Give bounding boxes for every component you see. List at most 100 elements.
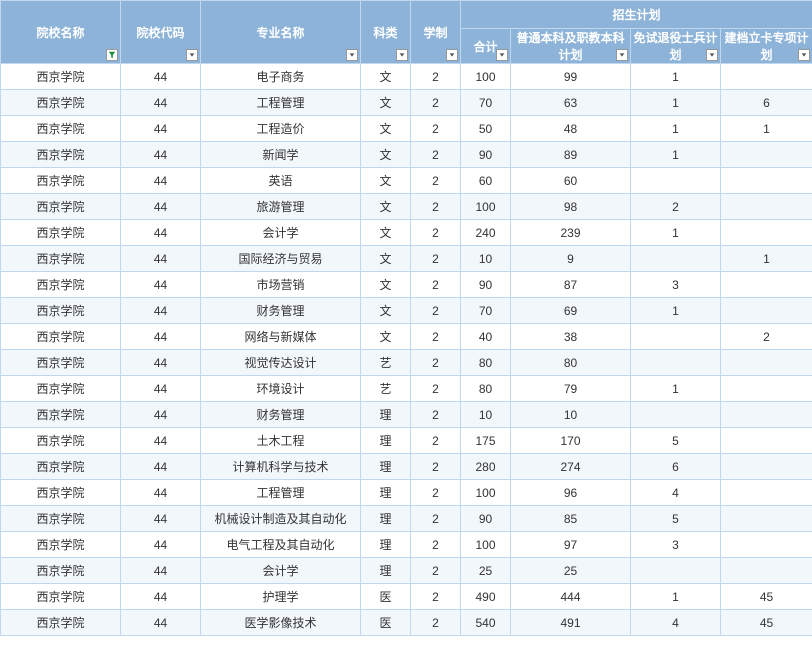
- filter-code-icon[interactable]: [186, 49, 198, 61]
- cell-subject: 文: [361, 142, 411, 168]
- cell-subject: 文: [361, 90, 411, 116]
- cell-code: 44: [121, 64, 201, 90]
- cell-duration: 2: [411, 480, 461, 506]
- cell-major: 新闻学: [201, 142, 361, 168]
- filter-poverty-icon[interactable]: [798, 49, 810, 61]
- cell-code: 44: [121, 116, 201, 142]
- table-row: 西京学院44旅游管理文2100982: [1, 194, 812, 220]
- cell-subject: 文: [361, 246, 411, 272]
- cell-poverty: [721, 506, 812, 532]
- cell-total: 80: [461, 376, 511, 402]
- cell-school: 西京学院: [1, 558, 121, 584]
- filter-regular-icon[interactable]: [616, 49, 628, 61]
- cell-subject: 文: [361, 64, 411, 90]
- filter-duration-icon[interactable]: [446, 49, 458, 61]
- cell-veteran: 1: [631, 376, 721, 402]
- cell-poverty: [721, 428, 812, 454]
- cell-total: 280: [461, 454, 511, 480]
- cell-school: 西京学院: [1, 272, 121, 298]
- cell-regular: 98: [511, 194, 631, 220]
- cell-veteran: 4: [631, 480, 721, 506]
- cell-major: 市场营销: [201, 272, 361, 298]
- cell-veteran: [631, 402, 721, 428]
- cell-poverty: [721, 220, 812, 246]
- col-regular: 普通本科及职教本科计划: [511, 29, 631, 64]
- table-row: 西京学院44医学影像技术医2540491445: [1, 610, 812, 636]
- cell-subject: 文: [361, 194, 411, 220]
- cell-regular: 48: [511, 116, 631, 142]
- cell-duration: 2: [411, 272, 461, 298]
- cell-school: 西京学院: [1, 64, 121, 90]
- cell-total: 90: [461, 272, 511, 298]
- cell-total: 60: [461, 168, 511, 194]
- cell-regular: 491: [511, 610, 631, 636]
- cell-poverty: 1: [721, 116, 812, 142]
- table-row: 西京学院44计算机科学与技术理22802746: [1, 454, 812, 480]
- cell-subject: 文: [361, 272, 411, 298]
- cell-regular: 87: [511, 272, 631, 298]
- cell-major: 网络与新媒体: [201, 324, 361, 350]
- cell-regular: 274: [511, 454, 631, 480]
- cell-regular: 60: [511, 168, 631, 194]
- table-row: 西京学院44财务管理文270691: [1, 298, 812, 324]
- cell-duration: 2: [411, 558, 461, 584]
- cell-major: 财务管理: [201, 402, 361, 428]
- cell-school: 西京学院: [1, 168, 121, 194]
- filter-veteran-icon[interactable]: [706, 49, 718, 61]
- cell-veteran: [631, 168, 721, 194]
- cell-code: 44: [121, 90, 201, 116]
- cell-major: 环境设计: [201, 376, 361, 402]
- col-poverty: 建档立卡专项计划: [721, 29, 812, 64]
- cell-poverty: [721, 402, 812, 428]
- filter-subject-icon[interactable]: [396, 49, 408, 61]
- col-regular-label: 普通本科及职教本科计划: [516, 31, 624, 62]
- cell-veteran: 1: [631, 142, 721, 168]
- cell-subject: 艺: [361, 376, 411, 402]
- table-row: 西京学院44会计学文22402391: [1, 220, 812, 246]
- cell-major: 工程造价: [201, 116, 361, 142]
- cell-school: 西京学院: [1, 428, 121, 454]
- cell-poverty: [721, 64, 812, 90]
- cell-school: 西京学院: [1, 90, 121, 116]
- cell-duration: 2: [411, 168, 461, 194]
- cell-major: 护理学: [201, 584, 361, 610]
- cell-code: 44: [121, 376, 201, 402]
- cell-regular: 69: [511, 298, 631, 324]
- filter-school-icon[interactable]: [106, 49, 118, 61]
- table-body: 西京学院44电子商务文2100991西京学院44工程管理文2706316西京学院…: [1, 64, 812, 636]
- col-subject: 科类: [361, 1, 411, 64]
- cell-veteran: 4: [631, 610, 721, 636]
- cell-veteran: [631, 324, 721, 350]
- cell-major: 英语: [201, 168, 361, 194]
- cell-subject: 理: [361, 506, 411, 532]
- cell-subject: 医: [361, 610, 411, 636]
- filter-total-icon[interactable]: [496, 49, 508, 61]
- cell-code: 44: [121, 506, 201, 532]
- cell-subject: 医: [361, 584, 411, 610]
- cell-regular: 99: [511, 64, 631, 90]
- cell-code: 44: [121, 168, 201, 194]
- cell-code: 44: [121, 610, 201, 636]
- cell-regular: 170: [511, 428, 631, 454]
- cell-total: 70: [461, 90, 511, 116]
- filter-major-icon[interactable]: [346, 49, 358, 61]
- cell-major: 旅游管理: [201, 194, 361, 220]
- cell-major: 工程管理: [201, 90, 361, 116]
- cell-school: 西京学院: [1, 350, 121, 376]
- table-header: 院校名称 院校代码 专业名称 科类 学制 招生计划 合计 普通本科及职教本科计划…: [1, 1, 812, 64]
- cell-regular: 79: [511, 376, 631, 402]
- col-code: 院校代码: [121, 1, 201, 64]
- cell-poverty: 2: [721, 324, 812, 350]
- col-subject-label: 科类: [373, 26, 397, 40]
- cell-total: 490: [461, 584, 511, 610]
- table-row: 西京学院44护理学医2490444145: [1, 584, 812, 610]
- cell-veteran: 2: [631, 194, 721, 220]
- cell-poverty: [721, 480, 812, 506]
- col-plan-group: 招生计划: [461, 1, 812, 29]
- cell-regular: 239: [511, 220, 631, 246]
- table-row: 西京学院44英语文26060: [1, 168, 812, 194]
- cell-subject: 文: [361, 168, 411, 194]
- col-veteran: 免试退役士兵计划: [631, 29, 721, 64]
- cell-code: 44: [121, 428, 201, 454]
- cell-veteran: [631, 246, 721, 272]
